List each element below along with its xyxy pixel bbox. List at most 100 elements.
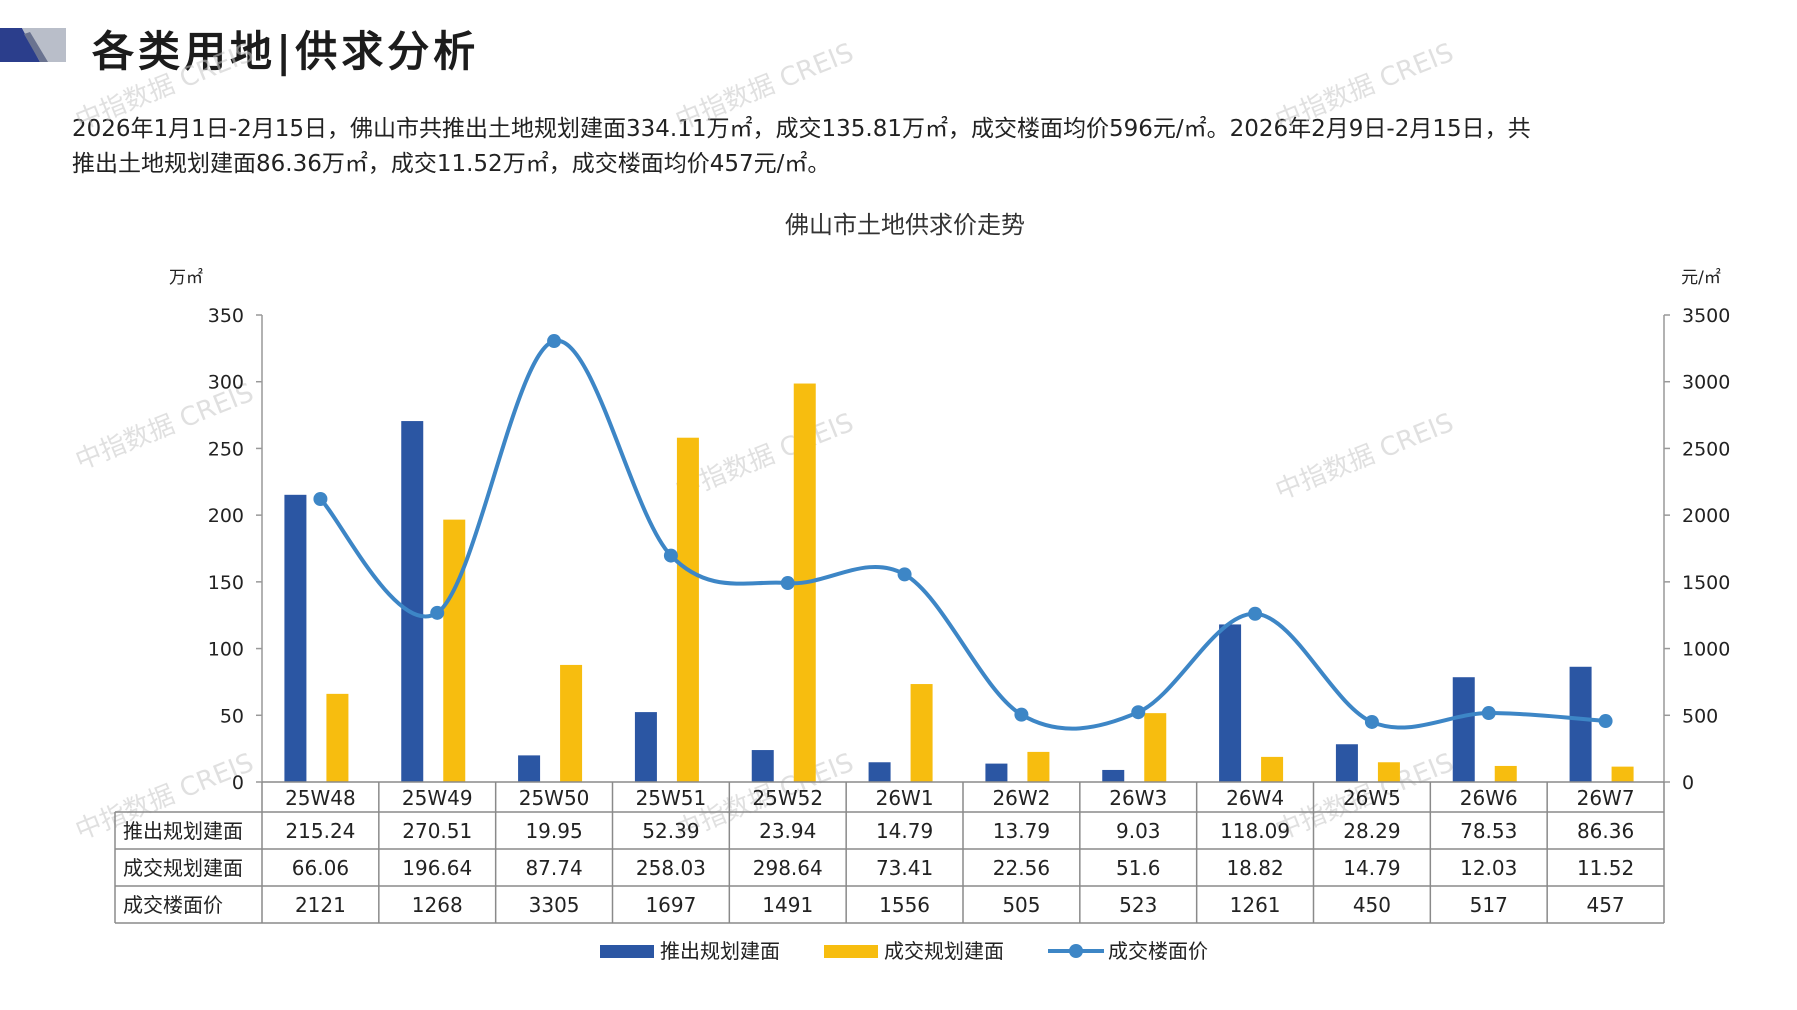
y-tick-label-left: 300 — [208, 372, 244, 394]
table-row-label: 推出规划建面 — [123, 819, 243, 843]
point-price — [1014, 707, 1029, 722]
bar-deal — [1261, 756, 1284, 782]
data-label: 87.74 — [525, 856, 582, 880]
data-label: 19.95 — [525, 819, 582, 843]
bar-supply — [284, 494, 307, 782]
table-row-label: 成交楼面价 — [123, 893, 223, 917]
data-label: 12.03 — [1460, 856, 1517, 880]
y-tick-label-right: 0 — [1682, 772, 1694, 794]
point-price — [1481, 706, 1496, 721]
data-label: 1556 — [879, 893, 930, 917]
y-tick-label-left: 350 — [208, 305, 244, 327]
data-label: 1697 — [645, 893, 696, 917]
x-tick-label: 25W49 — [402, 786, 473, 810]
watermark-text: 中指数据 CREIS — [1271, 408, 1458, 507]
x-tick-label: 26W4 — [1226, 786, 1284, 810]
y-axis-right-unit: 元/㎡ — [1681, 268, 1721, 288]
x-tick-label: 26W2 — [992, 786, 1050, 810]
page-title: 各类用地|供求分析 — [92, 27, 480, 76]
point-price — [430, 605, 445, 620]
y-tick-label-left: 100 — [208, 639, 244, 661]
point-price — [1248, 606, 1263, 621]
data-label: 523 — [1119, 893, 1157, 917]
bar-deal — [1494, 765, 1517, 782]
data-label: 86.36 — [1577, 819, 1634, 843]
legend-swatch-marker — [1069, 944, 1083, 958]
legend-label: 推出规划建面 — [660, 939, 780, 963]
summary-line-1: 2026年1月1日-2月15日，佛山市共推出土地规划建面334.11万㎡，成交1… — [72, 116, 1531, 142]
data-label: 11.52 — [1577, 856, 1634, 880]
data-label: 298.64 — [753, 856, 823, 880]
y-tick-label-left: 0 — [232, 772, 244, 794]
legend-label: 成交楼面价 — [1108, 939, 1208, 963]
data-label: 52.39 — [642, 819, 699, 843]
point-price — [313, 491, 328, 506]
y-tick-label-right: 1500 — [1682, 572, 1730, 594]
data-label: 270.51 — [402, 819, 472, 843]
chart-title: 佛山市土地供求价走势 — [785, 211, 1025, 239]
data-label: 22.56 — [993, 856, 1050, 880]
watermark-text: 中指数据 CREIS — [671, 38, 858, 137]
y-tick-label-left: 250 — [208, 438, 244, 460]
data-label: 23.94 — [759, 819, 816, 843]
bar-supply — [1219, 624, 1242, 782]
data-label: 51.6 — [1116, 856, 1161, 880]
data-label: 1491 — [762, 893, 813, 917]
point-price — [1364, 714, 1379, 729]
logo-mark — [0, 28, 66, 62]
summary-line-2: 推出土地规划建面86.36万㎡，成交11.52万㎡，成交楼面均价457元/㎡。 — [72, 151, 831, 177]
data-label: 66.06 — [292, 856, 349, 880]
bar-deal — [1144, 713, 1167, 782]
x-tick-label: 26W5 — [1343, 786, 1401, 810]
data-label: 14.79 — [1343, 856, 1400, 880]
summary-text: 2026年1月1日-2月15日，佛山市共推出土地规划建面334.11万㎡，成交1… — [72, 112, 1742, 182]
bar-supply — [868, 762, 891, 782]
watermark-text: 中指数据 CREIS — [71, 38, 258, 137]
y-tick-label-right: 2500 — [1682, 438, 1730, 460]
point-price — [547, 334, 562, 349]
legend-swatch — [600, 945, 654, 958]
y-tick-label-left: 200 — [208, 505, 244, 527]
data-label: 196.64 — [402, 856, 472, 880]
x-tick-label: 26W7 — [1577, 786, 1635, 810]
bar-supply — [751, 750, 774, 782]
y-tick-label-right: 3000 — [1682, 372, 1730, 394]
watermark-text: 中指数据 CREIS — [671, 408, 858, 507]
data-label: 450 — [1353, 893, 1391, 917]
bar-supply — [401, 421, 424, 782]
y-tick-label-right: 3500 — [1682, 305, 1730, 327]
y-tick-label-left: 150 — [208, 572, 244, 594]
data-label: 13.79 — [993, 819, 1050, 843]
bar-supply — [518, 755, 541, 782]
data-label: 73.41 — [876, 856, 933, 880]
table-row-label: 成交规划建面 — [123, 856, 243, 880]
x-tick-label: 26W1 — [876, 786, 934, 810]
data-label: 215.24 — [285, 819, 355, 843]
bar-supply — [1452, 677, 1475, 782]
x-tick-label: 25W50 — [519, 786, 590, 810]
bar-deal — [910, 684, 933, 782]
bar-supply — [1102, 769, 1125, 782]
y-tick-label-right: 2000 — [1682, 505, 1730, 527]
data-label: 18.82 — [1226, 856, 1283, 880]
bar-deal — [1027, 751, 1050, 782]
data-label: 3305 — [529, 893, 580, 917]
point-price — [1131, 705, 1146, 720]
data-label: 9.03 — [1116, 819, 1161, 843]
bar-deal — [326, 693, 349, 782]
x-tick-label: 25W52 — [752, 786, 823, 810]
data-label: 2121 — [295, 893, 346, 917]
bar-supply — [1569, 666, 1592, 782]
data-label: 457 — [1586, 893, 1624, 917]
y-axis-left-unit: 万㎡ — [169, 268, 203, 288]
y-tick-label-left: 50 — [220, 705, 244, 727]
data-label: 258.03 — [636, 856, 706, 880]
point-price — [780, 576, 795, 591]
bar-deal — [560, 664, 583, 782]
point-price — [663, 548, 678, 563]
data-label: 1261 — [1230, 893, 1281, 917]
bar-supply — [985, 763, 1008, 782]
bar-deal — [443, 519, 466, 782]
data-label: 505 — [1002, 893, 1040, 917]
